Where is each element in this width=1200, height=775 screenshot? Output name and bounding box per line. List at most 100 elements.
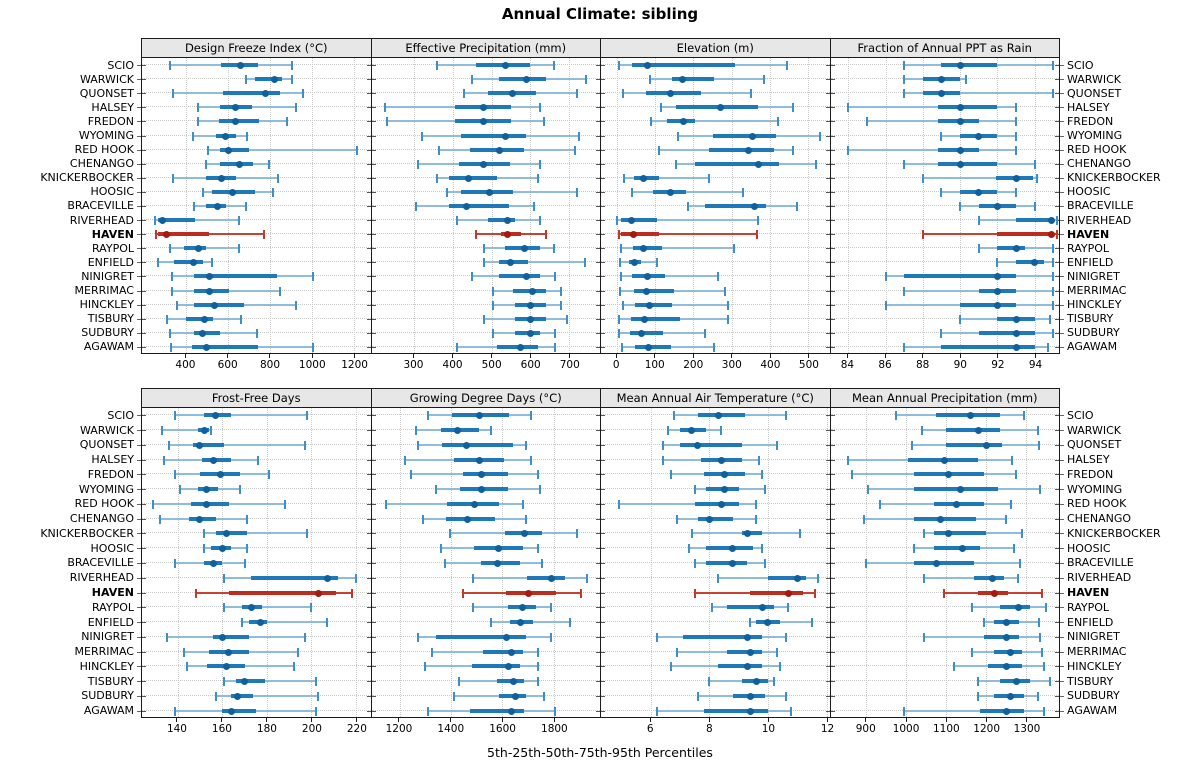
panel-title: Frost-Free Days xyxy=(211,391,301,405)
y-tick-mark xyxy=(142,262,146,263)
median-dot xyxy=(213,203,221,210)
interquartile-bar xyxy=(946,443,1003,447)
median-dot xyxy=(667,189,675,196)
station-label: NINIGRET xyxy=(0,269,141,283)
whisker-cap-5th xyxy=(959,202,962,211)
whisker-cap-5th xyxy=(659,103,662,112)
station-label-text: FREDON xyxy=(87,114,134,128)
y-tick-mark xyxy=(825,474,830,475)
station-label: ENFIELD xyxy=(0,255,141,269)
y-tick-mark xyxy=(601,460,605,461)
interquartile-bar xyxy=(158,218,196,222)
station-label-text: QUONSET xyxy=(1067,86,1122,100)
interquartile-bar xyxy=(726,605,774,609)
station-label: WARWICK xyxy=(1060,72,1200,86)
row-guide xyxy=(142,518,371,519)
whisker-cap-95th xyxy=(784,411,787,420)
y-tick-mark xyxy=(142,711,146,712)
station-label: NINIGRET xyxy=(1060,629,1200,644)
whisker-cap-95th xyxy=(1046,343,1049,352)
station-label-text: HALSEY xyxy=(91,100,134,114)
station-label-text: RED HOOK xyxy=(74,497,134,511)
y-tick-mark xyxy=(825,248,830,249)
whisker-cap-5th xyxy=(492,301,495,310)
y-tick-mark xyxy=(137,135,141,137)
axis-tick-label: 300 xyxy=(403,359,424,371)
y-tick-mark xyxy=(137,205,141,207)
axis-tick xyxy=(221,718,223,722)
whisker-cap-95th xyxy=(1056,216,1059,225)
station-label: QUONSET xyxy=(0,438,141,453)
station-label-text: HINCKLEY xyxy=(79,659,134,673)
station-label: MERRIMAC xyxy=(1060,284,1200,298)
median-dot xyxy=(993,203,1001,210)
whisker-cap-95th xyxy=(758,456,761,465)
axis-tick xyxy=(269,354,271,358)
interquartile-bar xyxy=(914,561,975,565)
whisker-cap-95th xyxy=(239,315,242,324)
y-tick-mark xyxy=(366,220,371,221)
y-tick-mark xyxy=(137,318,141,320)
median-dot xyxy=(745,147,753,154)
station-label-text: MERRIMAC xyxy=(74,284,134,298)
station-label-text: CHENANGO xyxy=(1067,157,1132,171)
median-dot xyxy=(196,516,204,523)
median-dot xyxy=(784,590,792,597)
station-label: ENFIELD xyxy=(0,615,141,630)
whisker-cap-95th xyxy=(717,272,720,281)
axis-tick xyxy=(808,354,810,358)
axis-tick-label: 1200 xyxy=(385,723,413,735)
whisker-cap-5th xyxy=(174,470,177,479)
whisker-cap-95th xyxy=(210,426,213,435)
axis-tick xyxy=(769,354,771,358)
whisker-cap-95th xyxy=(726,301,729,310)
axis-tick xyxy=(922,354,924,358)
station-label: HALSEY xyxy=(0,100,141,114)
median-dot xyxy=(1012,330,1020,337)
interquartile-bar xyxy=(683,635,763,639)
axis-tick xyxy=(997,354,999,358)
y-tick-mark xyxy=(371,652,376,653)
station-label-text: HALSEY xyxy=(1067,453,1110,467)
whisker-cap-95th xyxy=(542,692,545,701)
row-guide xyxy=(142,488,371,489)
station-label: TISBURY xyxy=(0,674,141,689)
whisker-cap-95th xyxy=(799,529,802,538)
interquartile-bar xyxy=(946,428,1001,432)
station-label-text: AGAWAM xyxy=(83,704,134,718)
y-tick-mark xyxy=(137,290,141,292)
y-tick-mark xyxy=(366,533,371,534)
interquartile-bar xyxy=(192,345,259,349)
y-tick-mark xyxy=(830,607,835,608)
whisker-cap-5th xyxy=(940,132,943,141)
percentile-whisker xyxy=(154,219,240,221)
axis-tick-label: 500 xyxy=(798,359,819,371)
y-tick-mark xyxy=(825,121,830,122)
axis-tick xyxy=(884,354,886,358)
station-label-text: HAVEN xyxy=(1067,586,1110,600)
y-tick-mark xyxy=(1055,319,1059,320)
whisker-cap-5th xyxy=(953,662,956,671)
whisker-cap-95th xyxy=(550,603,553,612)
whisker-cap-5th xyxy=(717,574,720,583)
whisker-cap-95th xyxy=(244,202,247,211)
y-tick-mark xyxy=(371,548,376,549)
percentile-whisker xyxy=(618,503,757,505)
median-dot xyxy=(1002,663,1010,670)
whisker-cap-5th xyxy=(174,559,177,568)
median-dot xyxy=(717,501,725,508)
axis-tick xyxy=(356,718,358,722)
y-tick-mark xyxy=(596,489,600,490)
whisker-cap-5th xyxy=(847,456,850,465)
station-label: RIVERHEAD xyxy=(1060,570,1200,585)
panel-plot xyxy=(829,408,1060,718)
median-dot xyxy=(203,501,211,508)
y-tick-mark xyxy=(371,460,376,461)
whisker-cap-95th xyxy=(538,216,541,225)
interquartile-bar xyxy=(632,63,736,67)
whisker-cap-5th xyxy=(169,61,172,70)
axis-tick-label: 8 xyxy=(705,723,713,735)
median-dot xyxy=(646,302,654,309)
median-dot xyxy=(982,442,990,449)
y-tick-mark xyxy=(1055,578,1059,579)
